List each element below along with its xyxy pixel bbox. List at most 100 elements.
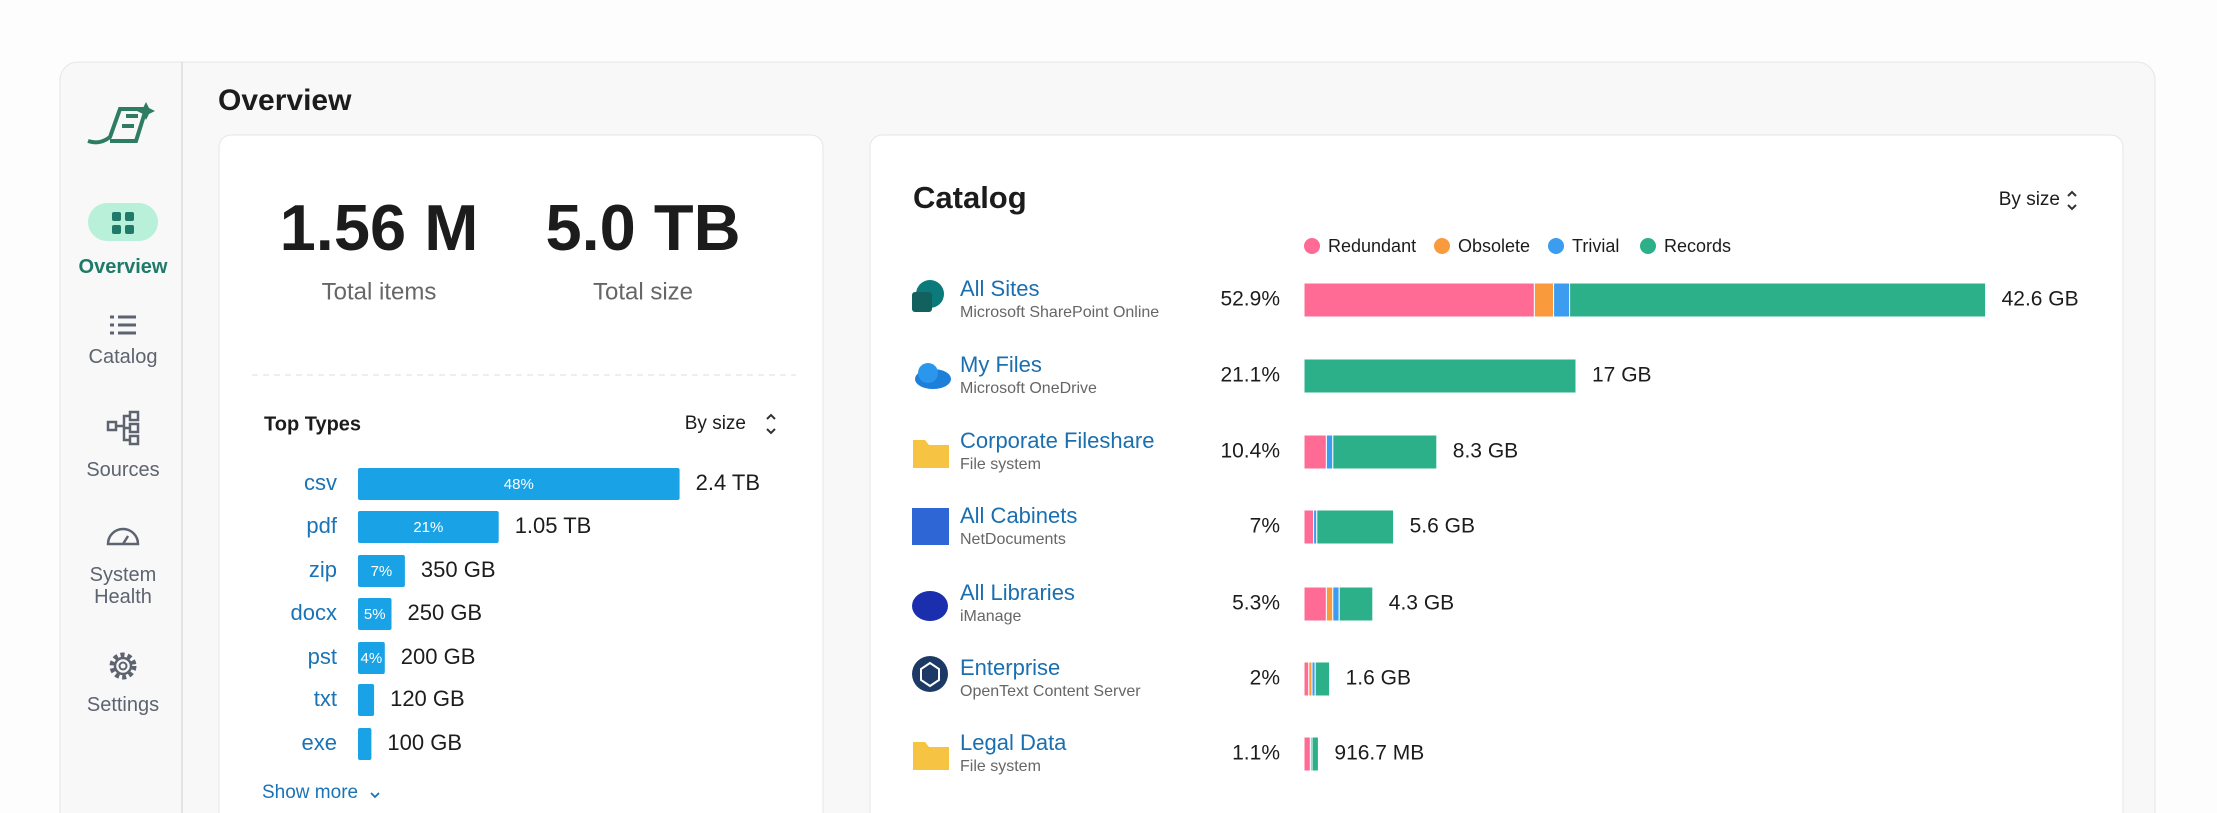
type-name[interactable]: pst: [308, 644, 337, 669]
type-name[interactable]: exe: [302, 730, 337, 755]
source-type: File system: [960, 758, 1041, 775]
bar: [358, 642, 385, 674]
kpi-value: 5.0 TB: [545, 191, 740, 264]
source-icon: [912, 508, 949, 545]
bar-segment: [1303, 586, 1327, 622]
source-name[interactable]: My Files: [960, 352, 1042, 377]
sort-select[interactable]: By size: [685, 413, 746, 434]
source-icon: [912, 591, 948, 621]
bar: [358, 468, 680, 500]
bar-segment: [1303, 358, 1577, 394]
type-name[interactable]: docx: [291, 600, 337, 625]
sources-icon: [106, 410, 140, 446]
size-label: 350 GB: [421, 557, 496, 582]
source-type: Microsoft SharePoint Online: [960, 304, 1159, 321]
bar-segment: [1303, 509, 1315, 545]
bar-segment: [1338, 586, 1374, 622]
share-label: 1.1%: [1232, 742, 1280, 765]
size-label: 250 GB: [408, 600, 483, 625]
kpi-label: Total size: [593, 278, 693, 305]
bar-segment: [1316, 509, 1395, 545]
size-label: 2.4 TB: [696, 470, 760, 495]
settings-icon: [109, 652, 137, 680]
source-name[interactable]: All Libraries: [960, 580, 1075, 605]
bar-segment: [1325, 434, 1334, 470]
legend-swatch: [1434, 238, 1450, 254]
sort-select[interactable]: By size: [1999, 189, 2060, 210]
size-label: 916.7 MB: [1334, 742, 1424, 765]
bar-segment: [1332, 434, 1438, 470]
source-type: iManage: [960, 608, 1021, 625]
size-label: 1.6 GB: [1346, 667, 1411, 690]
legend-label: Obsolete: [1458, 236, 1530, 256]
source-name[interactable]: All Sites: [960, 276, 1039, 301]
source-type: Microsoft OneDrive: [960, 380, 1097, 397]
bar-segment: [1303, 736, 1311, 772]
bar: [358, 728, 372, 760]
size-label: 17 GB: [1592, 364, 1652, 387]
bar-label: 4%: [361, 650, 383, 667]
nav-item[interactable]: Sources: [86, 459, 160, 481]
size-label: 120 GB: [390, 686, 465, 711]
type-name[interactable]: zip: [309, 557, 337, 582]
bar-segment: [1314, 661, 1331, 697]
share-label: 7%: [1250, 515, 1280, 538]
bar: [358, 684, 375, 716]
nav-item[interactable]: Settings: [86, 694, 160, 716]
legend-swatch: [1640, 238, 1656, 254]
type-name[interactable]: txt: [314, 686, 337, 711]
nav-item[interactable]: Overview: [78, 256, 168, 278]
source-type: OpenText Content Server: [960, 683, 1141, 700]
type-name[interactable]: csv: [304, 470, 337, 495]
source-icon: [920, 661, 940, 688]
bar-segment: [1332, 586, 1340, 622]
legend-swatch: [1304, 238, 1320, 254]
source-name[interactable]: Legal Data: [960, 730, 1067, 755]
nav-active-pill: [88, 203, 158, 241]
section-title: Top Types: [264, 413, 361, 435]
size-label: 4.3 GB: [1389, 592, 1454, 615]
bar-segment: [1311, 736, 1319, 772]
bar-label: 7%: [371, 563, 393, 580]
overview-icon: [112, 212, 134, 234]
source-name[interactable]: Enterprise: [960, 655, 1060, 680]
source-icon: [918, 363, 938, 383]
bar-segment: [1303, 434, 1327, 470]
bar-segment: [1533, 282, 1555, 318]
source-icon: [913, 440, 949, 468]
bar-segment: [1569, 282, 1987, 318]
section-title: Catalog: [913, 180, 1027, 215]
source-type: NetDocuments: [960, 531, 1066, 548]
bar: [358, 598, 392, 630]
size-label: 42.6 GB: [2002, 288, 2079, 311]
size-label: 1.05 TB: [515, 513, 592, 538]
bar-segment: [1303, 282, 1535, 318]
share-label: 10.4%: [1220, 440, 1280, 463]
legend-label: Redundant: [1328, 236, 1416, 256]
nav-item[interactable]: System Health: [89, 564, 157, 608]
source-name[interactable]: Corporate Fileshare: [960, 428, 1154, 453]
legend-swatch: [1548, 238, 1564, 254]
kpi-label: Total items: [322, 278, 437, 305]
nav-item[interactable]: Catalog: [88, 346, 158, 368]
size-label: 8.3 GB: [1453, 440, 1518, 463]
type-name[interactable]: pdf: [306, 513, 337, 538]
source-name[interactable]: All Cabinets: [960, 503, 1077, 528]
bar-label: 5%: [364, 606, 386, 623]
page-title: Overview: [218, 84, 352, 117]
kpi-value: 1.56 M: [280, 191, 479, 264]
source-icon: [913, 742, 949, 770]
bar: [358, 555, 405, 587]
bar-label: 48%: [504, 476, 534, 493]
logo: [87, 102, 155, 145]
bar: [358, 511, 499, 543]
source-icon: [912, 656, 948, 692]
catalog-icon: [110, 315, 136, 335]
source-icon: [912, 292, 932, 312]
share-label: 52.9%: [1220, 288, 1280, 311]
size-label: 200 GB: [401, 644, 476, 669]
show-more[interactable]: Show more: [262, 782, 358, 803]
share-label: 2%: [1250, 667, 1280, 690]
share-label: 21.1%: [1220, 364, 1280, 387]
